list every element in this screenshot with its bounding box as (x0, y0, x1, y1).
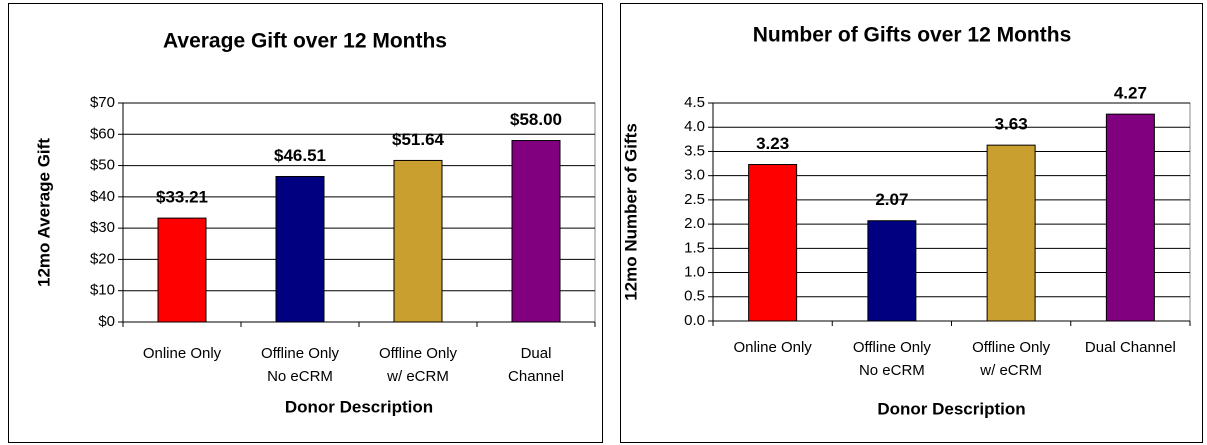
chart-title: Number of Gifts over 12 Months (753, 24, 1072, 47)
x-tick-label: Online Only (143, 345, 222, 362)
value-label: $51.64 (392, 130, 445, 149)
x-tick-label: Offline Only (379, 345, 458, 362)
x-tick-label: No eCRM (859, 362, 925, 379)
value-label: $46.51 (274, 146, 326, 165)
y-tick-label: 0.5 (684, 288, 705, 305)
y-tick-label: $50 (90, 157, 115, 174)
y-axis-title: 12mo Average Gift (34, 138, 53, 287)
bar (867, 220, 917, 322)
y-axis-title: 12mo Number of Gifts (621, 123, 640, 301)
bar (157, 217, 207, 323)
x-tick-label: w/ eCRM (386, 368, 449, 385)
y-tick-label: $40 (90, 188, 115, 205)
y-tick-label: 1.0 (684, 264, 705, 281)
y-tick-label: $30 (90, 219, 115, 236)
bar (986, 144, 1036, 322)
y-tick-label: $60 (90, 125, 115, 142)
x-tick-label: Dual (521, 345, 552, 362)
x-tick-label: Channel (508, 368, 564, 385)
x-tick-label: Offline Only (972, 339, 1051, 356)
y-tick-label: 2.0 (684, 215, 705, 232)
chart-title: Average Gift over 12 Months (163, 30, 447, 53)
y-tick-label: $10 (90, 282, 115, 299)
value-label: $33.21 (156, 188, 208, 207)
bar (748, 164, 798, 322)
x-tick-label: No eCRM (267, 368, 333, 385)
y-tick-label: 3.0 (684, 167, 705, 184)
value-label: 3.23 (756, 134, 789, 153)
x-tick-label: Online Only (733, 339, 812, 356)
y-tick-label: 4.5 (684, 94, 705, 111)
x-tick-label: w/ eCRM (979, 362, 1042, 379)
x-tick-label: Dual Channel (1085, 339, 1176, 356)
y-tick-label: $0 (98, 313, 115, 330)
y-tick-label: 4.0 (684, 118, 705, 135)
x-axis-title: Donor Description (285, 397, 433, 416)
x-tick-label: Offline Only (853, 339, 932, 356)
y-tick-label: $20 (90, 250, 115, 267)
x-tick-label: Offline Only (261, 345, 340, 362)
y-tick-label: 2.5 (684, 191, 705, 208)
value-label: 3.63 (995, 115, 1028, 134)
value-label: $58.00 (510, 110, 562, 129)
y-tick-label: 0.0 (684, 312, 705, 329)
x-axis-title: Donor Description (877, 399, 1025, 418)
bar (275, 175, 325, 323)
value-label: 2.07 (875, 190, 908, 209)
bar (1105, 113, 1155, 322)
bar (511, 140, 561, 323)
bar (393, 159, 443, 323)
value-label: 4.27 (1114, 84, 1147, 103)
y-tick-label: $70 (90, 94, 115, 111)
y-tick-label: 1.5 (684, 239, 705, 256)
y-tick-label: 3.5 (684, 142, 705, 159)
